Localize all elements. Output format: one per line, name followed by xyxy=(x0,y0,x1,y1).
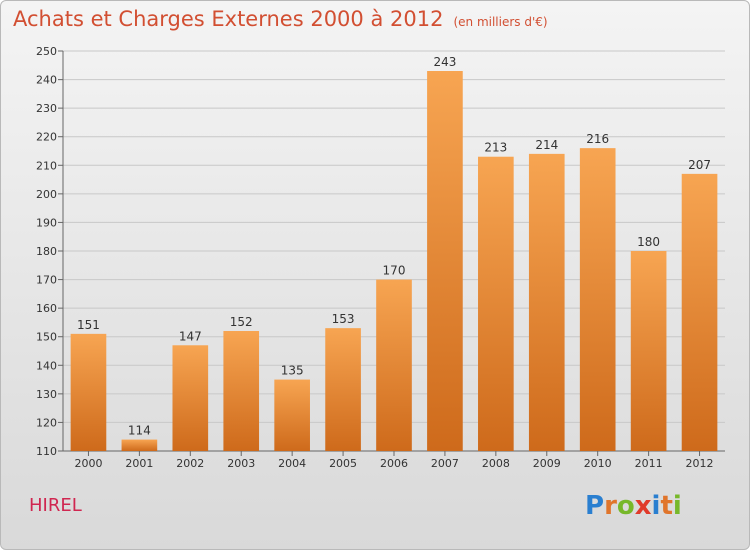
bar xyxy=(70,333,107,451)
y-tick-label: 170 xyxy=(36,274,57,287)
data-label: 147 xyxy=(179,329,202,343)
data-label: 180 xyxy=(637,235,660,249)
y-tick-label: 230 xyxy=(36,102,57,115)
logo-letter: i xyxy=(651,491,661,521)
bar xyxy=(274,379,310,451)
logo-letter: i xyxy=(672,491,682,521)
bar xyxy=(325,328,361,451)
x-tick-label: 2000 xyxy=(74,457,102,470)
x-tick-label: 2008 xyxy=(482,457,510,470)
data-label: 153 xyxy=(332,312,355,326)
chart-title: Achats et Charges Externes 2000 à 2012 (e… xyxy=(13,7,548,31)
data-label: 135 xyxy=(281,364,304,378)
x-tick-label: 2005 xyxy=(329,457,357,470)
bar xyxy=(528,153,565,451)
x-tick-label: 2004 xyxy=(278,457,306,470)
town-name: HIREL xyxy=(29,495,82,516)
logo-letter: P xyxy=(585,491,605,521)
x-tick-label: 2011 xyxy=(635,457,663,470)
x-tick-label: 2003 xyxy=(227,457,255,470)
bar xyxy=(223,331,260,451)
x-tick-label: 2006 xyxy=(380,457,408,470)
proxiti-logo: Proxiti xyxy=(585,491,682,521)
bar xyxy=(630,251,667,451)
x-tick-label: 2007 xyxy=(431,457,459,470)
y-tick-label: 130 xyxy=(36,388,57,401)
y-tick-label: 160 xyxy=(36,302,57,315)
y-tick-label: 150 xyxy=(36,331,57,344)
x-tick-label: 2012 xyxy=(686,457,714,470)
data-label: 207 xyxy=(688,158,711,172)
data-label: 114 xyxy=(128,424,151,438)
x-tick-label: 2009 xyxy=(533,457,561,470)
bar xyxy=(121,439,158,451)
data-label: 243 xyxy=(433,55,456,69)
bar xyxy=(478,156,514,451)
data-label: 151 xyxy=(77,318,100,332)
bars xyxy=(70,71,718,451)
y-tick-label: 120 xyxy=(36,416,57,429)
bar xyxy=(376,279,412,451)
data-label: 213 xyxy=(484,141,507,155)
data-label: 216 xyxy=(586,132,609,146)
bar xyxy=(681,173,718,451)
x-tick-label: 2010 xyxy=(584,457,612,470)
y-tick-label: 210 xyxy=(36,159,57,172)
bar xyxy=(579,148,616,451)
chart-subtitle: (en milliers d'€) xyxy=(453,15,548,29)
y-tick-label: 220 xyxy=(36,131,57,144)
y-tick-label: 200 xyxy=(36,188,57,201)
data-label: 152 xyxy=(230,315,253,329)
x-tick-label: 2002 xyxy=(176,457,204,470)
y-tick-label: 140 xyxy=(36,359,57,372)
data-label: 170 xyxy=(383,264,406,278)
y-tick-label: 180 xyxy=(36,245,57,258)
y-tick-label: 240 xyxy=(36,74,57,87)
logo-letter: r xyxy=(604,491,617,521)
x-tick-label: 2001 xyxy=(125,457,153,470)
bar xyxy=(427,71,463,451)
data-labels: 151 114 147 152 135 153 170 243 213 214 216 180 207 xyxy=(77,55,711,438)
logo-letter: t xyxy=(660,491,673,521)
logo-letter: x xyxy=(634,491,652,521)
y-tick-label: 190 xyxy=(36,216,57,229)
y-tick-label: 110 xyxy=(36,445,57,458)
logo-letter: o xyxy=(616,491,635,521)
data-label: 214 xyxy=(535,138,558,152)
y-tick-label: 250 xyxy=(36,45,57,58)
bar xyxy=(172,345,209,451)
chart-title-text: Achats et Charges Externes 2000 à 2012 xyxy=(13,7,444,31)
